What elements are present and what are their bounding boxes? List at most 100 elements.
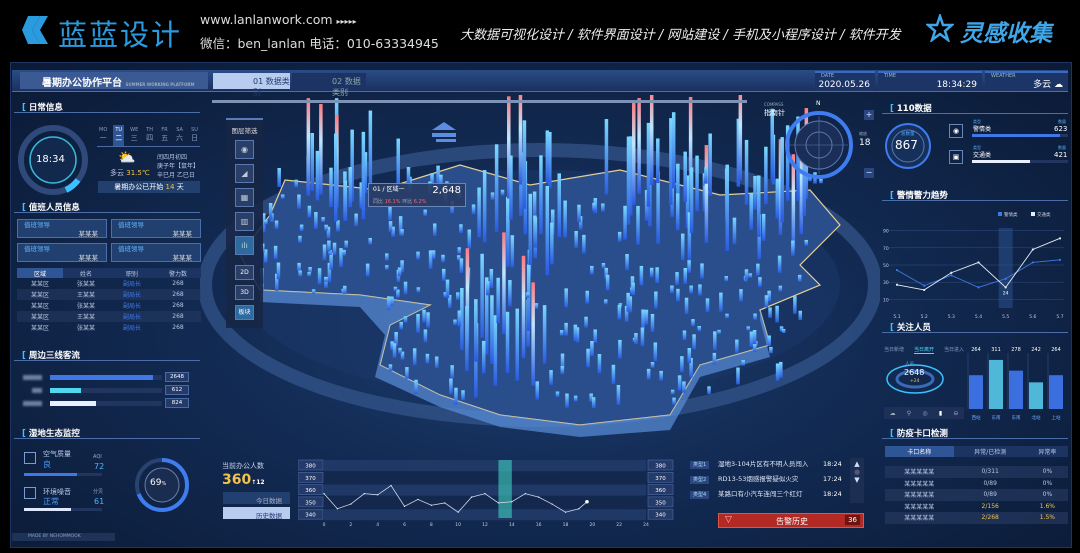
- table-row[interactable]: 某某区 张某某 副局长 268: [30, 324, 184, 332]
- table-row[interactable]: 某某区 王某某 副局长 268: [17, 289, 201, 300]
- map-bar: [482, 170, 487, 243]
- people-label: 人员: [905, 362, 914, 367]
- alarm-history-button[interactable]: ▽ 告警历史 36: [718, 513, 864, 528]
- x-tick-label: 24: [643, 522, 649, 528]
- event-item[interactable]: 类型4 某路口有小汽车连闯三个红灯 18:24: [690, 490, 845, 501]
- air-quality-label: 空气质量: [43, 450, 71, 458]
- map-bar: [416, 251, 420, 260]
- vacation-banner: 暑期办公已开始 14 天: [98, 181, 200, 193]
- scroll-down-icon[interactable]: ▼: [854, 476, 860, 484]
- mode-3D-button[interactable]: 3D: [235, 285, 254, 300]
- battery-icon[interactable]: ▮: [938, 409, 943, 417]
- map-bar: [368, 110, 373, 198]
- map-bar: [585, 290, 590, 304]
- map-bar: [363, 152, 368, 194]
- map-bar: [445, 279, 450, 299]
- signal-icon[interactable]: ◢: [235, 164, 254, 183]
- map-bar: [264, 219, 268, 225]
- table-row[interactable]: 某某某某某 0/89 0%: [904, 479, 1053, 488]
- table-row[interactable]: 某某区 张某某 副局长 268: [30, 302, 184, 310]
- weekday-mo[interactable]: MO 一: [99, 127, 108, 142]
- table-row[interactable]: 某某区 王某某 副局长 268: [17, 311, 201, 322]
- category-name: 警情类: [973, 126, 992, 133]
- map-bar: [616, 384, 621, 405]
- target-icon[interactable]: ◎: [922, 409, 928, 417]
- weekday-sa[interactable]: SA 六: [176, 127, 184, 142]
- weekday-th[interactable]: TH 四: [146, 127, 154, 142]
- mode-2D-button[interactable]: 2D: [235, 265, 254, 280]
- building-icon[interactable]: ▥: [235, 212, 254, 231]
- event-item[interactable]: 类型2 RD13-53烟感报警疑似火灾 17:24: [690, 475, 845, 486]
- duty-card[interactable]: 值班领导 某某某: [111, 219, 201, 238]
- map-bar: [589, 393, 593, 402]
- map-bar: [388, 364, 393, 372]
- history-data-button[interactable]: 历史数据: [223, 507, 290, 520]
- tab-data-category-2[interactable]: 02 数据类别: [292, 73, 366, 97]
- site-url[interactable]: www.lanlanwork.com ▸▸▸▸▸: [200, 12, 357, 27]
- map-bar: [564, 288, 568, 308]
- focus-tab[interactable]: 当日进入: [943, 347, 964, 353]
- scroll-up-icon[interactable]: ▲: [854, 460, 860, 468]
- map-bar: [332, 242, 337, 255]
- data-point: [564, 511, 567, 513]
- x-tick-label: 5.6: [1029, 314, 1036, 320]
- map-bar: [388, 205, 392, 221]
- car-icon[interactable]: ⊖: [953, 409, 959, 417]
- camera-icon[interactable]: ◉: [235, 140, 254, 159]
- map-bar: [280, 194, 285, 199]
- event-scroll[interactable]: ▲ ● ▼: [850, 458, 864, 503]
- table-row[interactable]: 某某某某某 0/89 0%: [885, 489, 1068, 501]
- duty-card[interactable]: 值班领导 某某某: [17, 219, 107, 238]
- focus-tab[interactable]: 当日新增: [884, 347, 905, 353]
- compass-dial[interactable]: [782, 108, 856, 182]
- duty-card[interactable]: 值班领导 某某某: [111, 243, 201, 262]
- map-bar: [592, 202, 596, 212]
- map-bar: [298, 270, 302, 277]
- weekday-we[interactable]: WE 三: [130, 127, 139, 142]
- event-type: 类型1: [690, 461, 710, 469]
- map-bar: [656, 171, 660, 244]
- section-wetland-monitor: 湿地生态监控: [14, 427, 200, 439]
- chart-icon[interactable]: ılı: [235, 236, 254, 255]
- map-bar: [671, 112, 676, 189]
- map-bar: [480, 253, 484, 338]
- map-bar: [738, 95, 743, 181]
- weekday-su[interactable]: SU 日: [190, 127, 198, 142]
- map-bar: [593, 329, 597, 343]
- map-bar: [459, 258, 464, 273]
- focus-tab[interactable]: 当日离开: [913, 347, 934, 354]
- map-bar: [393, 286, 398, 291]
- zoom-in-button[interactable]: +: [864, 110, 874, 120]
- y-label-box: [647, 459, 674, 471]
- y-tick-label: 380: [655, 464, 666, 470]
- data-point: [377, 494, 379, 496]
- y-label-box: [298, 484, 324, 495]
- cloud-icon[interactable]: ☁: [889, 409, 896, 417]
- map-bar: [486, 281, 490, 296]
- map-bar: [797, 274, 802, 282]
- table-row[interactable]: 某某区 张某某 副局长 268: [30, 280, 184, 288]
- map-3d[interactable]: [200, 95, 880, 455]
- weekday-fr[interactable]: FR 五: [161, 127, 169, 142]
- link-icon[interactable]: ⚲: [906, 409, 912, 417]
- x-tick-label: 16: [536, 522, 542, 528]
- weekday-tu[interactable]: TU 二: [113, 125, 125, 146]
- table-row[interactable]: 某某某某某 0/311 0%: [885, 466, 1068, 478]
- table-row[interactable]: 某某某某某 2/156 1.6%: [904, 502, 1056, 511]
- y-tick-label: 380: [305, 464, 316, 470]
- mode-板块-button[interactable]: 板块: [235, 305, 254, 320]
- zoom-out-button[interactable]: −: [864, 168, 874, 178]
- event-item[interactable]: 类型1 湿地3-104片区有不明人员闯入 18:24: [690, 460, 845, 471]
- table-row[interactable]: 某某某某某 2/268 1.5%: [885, 512, 1068, 524]
- today-data-button[interactable]: 今日数据: [223, 492, 290, 505]
- tab-data-category-1[interactable]: 01 数据类别: [213, 73, 290, 97]
- map-bar: [477, 187, 481, 238]
- event-time: 18:24: [823, 490, 842, 498]
- grid-icon[interactable]: ▦: [235, 188, 254, 207]
- data-point: [977, 261, 980, 264]
- map-bar: [299, 224, 304, 232]
- duty-card[interactable]: 值班领导 某某某: [17, 243, 107, 262]
- map-bar: [535, 381, 539, 400]
- y-label-box: [647, 472, 674, 483]
- map-bar: [691, 319, 695, 327]
